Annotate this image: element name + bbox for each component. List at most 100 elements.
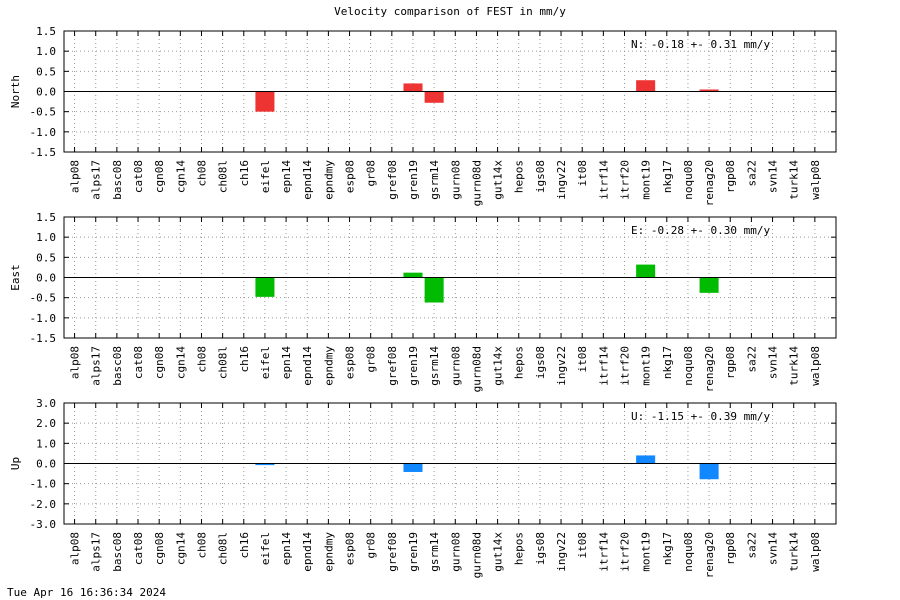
east-xtick-label-gurn08d: gurn08d [470,346,483,392]
north-xtick-label-ch16: ch16 [238,160,251,187]
north-xtick-label-alp08: alp08 [69,160,82,193]
up-summary-label: U: -1.15 +- 0.39 mm/y [631,410,770,423]
north-xtick-label-turk14: turk14 [788,160,801,200]
north-ytick-label: 0.5 [36,65,56,78]
east-xtick-label-renag20: renag20 [703,346,716,392]
north-ytick-label: 0.0 [36,86,56,99]
east-xtick-label-itrf14: itrf14 [597,346,610,386]
up-xtick-label-noqu08: noqu08 [682,532,695,572]
east-xtick-label-alp08: alp08 [69,346,82,379]
north-xtick-label-gsrm14: gsrm14 [428,160,441,200]
up-xtick-label-alp08: alp08 [69,532,82,565]
east-xtick-label-epnd14: epnd14 [301,346,314,386]
up-xtick-label-itrf14: itrf14 [597,532,610,572]
north-xtick-label-gr08: gr08 [365,160,378,187]
north-xtick-label-itrf14: itrf14 [597,160,610,200]
north-xtick-label-rgp08: rgp08 [724,160,737,193]
north-xtick-label-gref08: gref08 [386,160,399,200]
up-xtick-label-cgn08: cgn08 [153,532,166,565]
up-bar-eifel [255,463,275,466]
up-ytick-label: 2.0 [36,417,56,430]
east-xtick-label-cgn08: cgn08 [153,346,166,379]
north-bar-gsrm14 [424,91,444,103]
north-ytick-label: -1.0 [30,126,57,139]
north-xtick-label-ch08: ch08 [195,160,208,187]
north-xtick-label-cat08: cat08 [132,160,145,193]
up-xtick-label-epn14: epn14 [280,532,293,565]
north-xtick-label-esp08: esp08 [344,160,357,193]
north-xtick-label-svn14: svn14 [767,160,780,193]
north-xtick-label-cgn08: cgn08 [153,160,166,193]
east-xtick-label-cat08: cat08 [132,346,145,379]
north-bar-eifel [255,91,275,112]
east-xtick-label-ch08l: ch08l [217,346,230,379]
north-ytick-label: -0.5 [30,106,57,119]
up-xtick-label-gurn08d: gurn08d [470,532,483,578]
up-bar-gren19 [403,463,423,472]
east-xtick-label-nkg17: nkg17 [661,346,674,379]
east-xtick-label-gr08: gr08 [365,346,378,373]
north-xtick-label-gurn08d: gurn08d [470,160,483,206]
east-xtick-label-ch08: ch08 [195,346,208,373]
north-xtick-label-gren19: gren19 [407,160,420,200]
north-xtick-label-eifel: eifel [259,160,272,193]
up-xtick-label-mont19: mont19 [640,532,653,572]
up-bar-renag20 [699,463,719,480]
east-xtick-label-esp08: esp08 [344,346,357,379]
up-axis-label: Up [9,457,22,470]
up-xtick-label-turk14: turk14 [788,532,801,572]
east-xtick-label-ch16: ch16 [238,346,251,373]
up-plot-frame [63,402,837,525]
up-xtick-label-ch08l: ch08l [217,532,230,565]
east-ytick-label: 0.0 [36,272,56,285]
up-ytick-label: 1.0 [36,437,56,450]
up-xtick-label-gsrm14: gsrm14 [428,532,441,572]
north-xtick-label-cgn14: cgn14 [174,160,187,193]
east-ytick-label: 0.5 [36,251,56,264]
east-xtick-label-mont19: mont19 [640,346,653,386]
east-xtick-label-gurn08: gurn08 [449,346,462,386]
east-xtick-label-eifel: eifel [259,346,272,379]
north-xtick-label-ch08l: ch08l [217,160,230,193]
east-bar-gsrm14 [424,277,444,303]
up-xtick-label-cgn14: cgn14 [174,532,187,565]
up-xtick-label-nkg17: nkg17 [661,532,674,565]
up-xtick-label-igs08: igs08 [534,532,547,565]
north-xtick-label-gut14x: gut14x [492,160,505,200]
north-bar-renag20 [699,89,719,92]
east-summary-label: E: -0.28 +- 0.30 mm/y [631,224,770,237]
up-xtick-label-alps17: alps17 [90,532,103,572]
up-ytick-label: -2.0 [30,498,57,511]
north-bar-gren19 [403,83,423,92]
up-xtick-label-walp08: walp08 [809,532,822,572]
chart-title: Velocity comparison of FEST in mm/y [334,5,566,18]
east-ytick-label: -1.0 [30,312,57,325]
up-xtick-label-cat08: cat08 [132,532,145,565]
east-xtick-label-turk14: turk14 [788,346,801,386]
east-ytick-label: 1.5 [36,211,56,224]
east-xtick-label-itrf20: itrf20 [618,346,631,386]
east-xtick-label-epndmy: epndmy [322,346,335,386]
up-xtick-label-hepos: hepos [513,532,526,565]
east-xtick-label-rgp08: rgp08 [724,346,737,379]
east-ytick-label: -1.5 [30,332,57,345]
east-xtick-label-igs08: igs08 [534,346,547,379]
east-xtick-label-gsrm14: gsrm14 [428,346,441,386]
up-xtick-label-ingv22: ingv22 [555,532,568,572]
east-xtick-label-sa22: sa22 [745,346,758,373]
up-ytick-label: -1.0 [30,478,57,491]
up-xtick-label-renag20: renag20 [703,532,716,578]
up-xtick-label-epndmy: epndmy [322,532,335,572]
up-ytick-label: 0.0 [36,458,56,471]
east-xtick-label-epn14: epn14 [280,346,293,379]
north-summary-label: N: -0.18 +- 0.31 mm/y [631,38,770,51]
east-bar-renag20 [699,277,719,293]
up-xtick-label-gren19: gren19 [407,532,420,572]
up-xtick-label-rgp08: rgp08 [724,532,737,565]
up-ytick-label: 3.0 [36,397,56,410]
east-bar-gren19 [403,272,423,278]
east-xtick-label-gren19: gren19 [407,346,420,386]
north-ytick-label: 1.0 [36,45,56,58]
up-xtick-label-it08: it08 [576,532,589,559]
north-xtick-label-basc08: basc08 [111,160,124,200]
